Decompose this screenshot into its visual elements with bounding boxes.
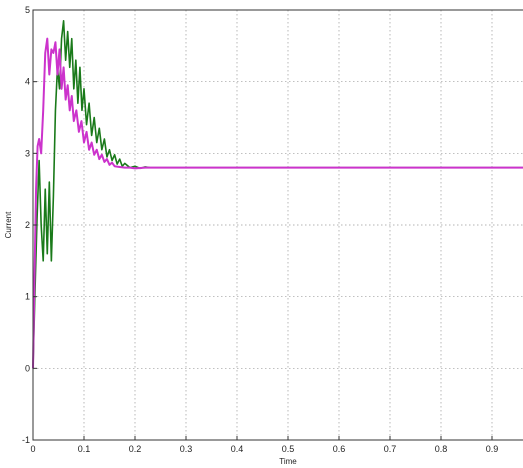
- y-tick-label: 0: [25, 363, 30, 373]
- x-tick-label: 0.5: [282, 444, 295, 454]
- y-tick-label: -1: [22, 435, 30, 445]
- y-axis-label: Current: [4, 211, 13, 238]
- x-tick-label: 0.3: [180, 444, 193, 454]
- x-axis-label: Time: [279, 457, 297, 466]
- x-tick-label: 0.8: [435, 444, 448, 454]
- x-tick-label: 0.4: [231, 444, 244, 454]
- x-tick-label: 0.6: [333, 444, 346, 454]
- series-group: [32, 19, 523, 369]
- series-line-2: [32, 37, 523, 369]
- y-tick-label: 1: [25, 292, 30, 302]
- y-tick-label: 5: [25, 5, 30, 15]
- y-tick-label: 3: [25, 148, 30, 158]
- x-tick-label: 0.9: [486, 444, 499, 454]
- x-tick-label: 0.2: [129, 444, 142, 454]
- x-tick-label: 0: [30, 444, 35, 454]
- grid: [33, 10, 523, 440]
- y-tick-label: 4: [25, 77, 30, 87]
- y-tick-label: 2: [25, 220, 30, 230]
- x-tick-label: 0.1: [78, 444, 91, 454]
- x-tick-label: 0.7: [384, 444, 397, 454]
